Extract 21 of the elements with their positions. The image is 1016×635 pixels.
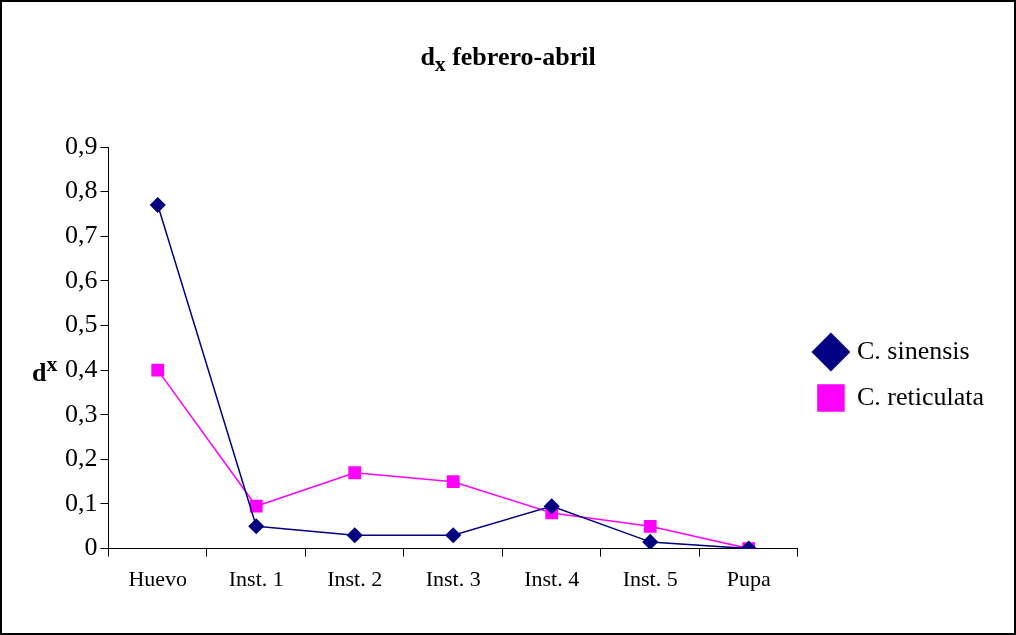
y-tick-label: 0,9 xyxy=(65,130,98,160)
x-tick-label: Inst. 4 xyxy=(524,565,580,591)
y-tick-label: 0,3 xyxy=(65,398,98,428)
y-tick-label: 0,7 xyxy=(65,220,98,250)
x-tick-label: Inst. 1 xyxy=(228,565,284,591)
legend-label: C. reticulata xyxy=(856,381,985,411)
x-tick-label: Pupa xyxy=(726,565,771,591)
y-tick-label: 0,2 xyxy=(65,443,98,473)
legend-label: C. sinensis xyxy=(856,335,970,365)
y-tick-label: 0 xyxy=(84,532,98,562)
y-axis-title: d$^{x}$ xyxy=(32,352,58,388)
y-tick-label: 0,8 xyxy=(65,175,98,205)
x-tick-label: Huevo xyxy=(128,565,188,591)
y-tick-label: 0,6 xyxy=(65,264,98,294)
x-tick-label: Inst. 5 xyxy=(622,565,678,591)
y-tick-label: 0,4 xyxy=(65,353,98,383)
x-tick-label: Inst. 2 xyxy=(327,565,383,591)
x-tick-label: Inst. 3 xyxy=(425,565,481,591)
y-tick-label: 0,1 xyxy=(65,487,98,517)
chart-title: d$_{x}$ febrero-abril xyxy=(419,42,597,78)
y-tick-label: 0,5 xyxy=(65,309,98,339)
